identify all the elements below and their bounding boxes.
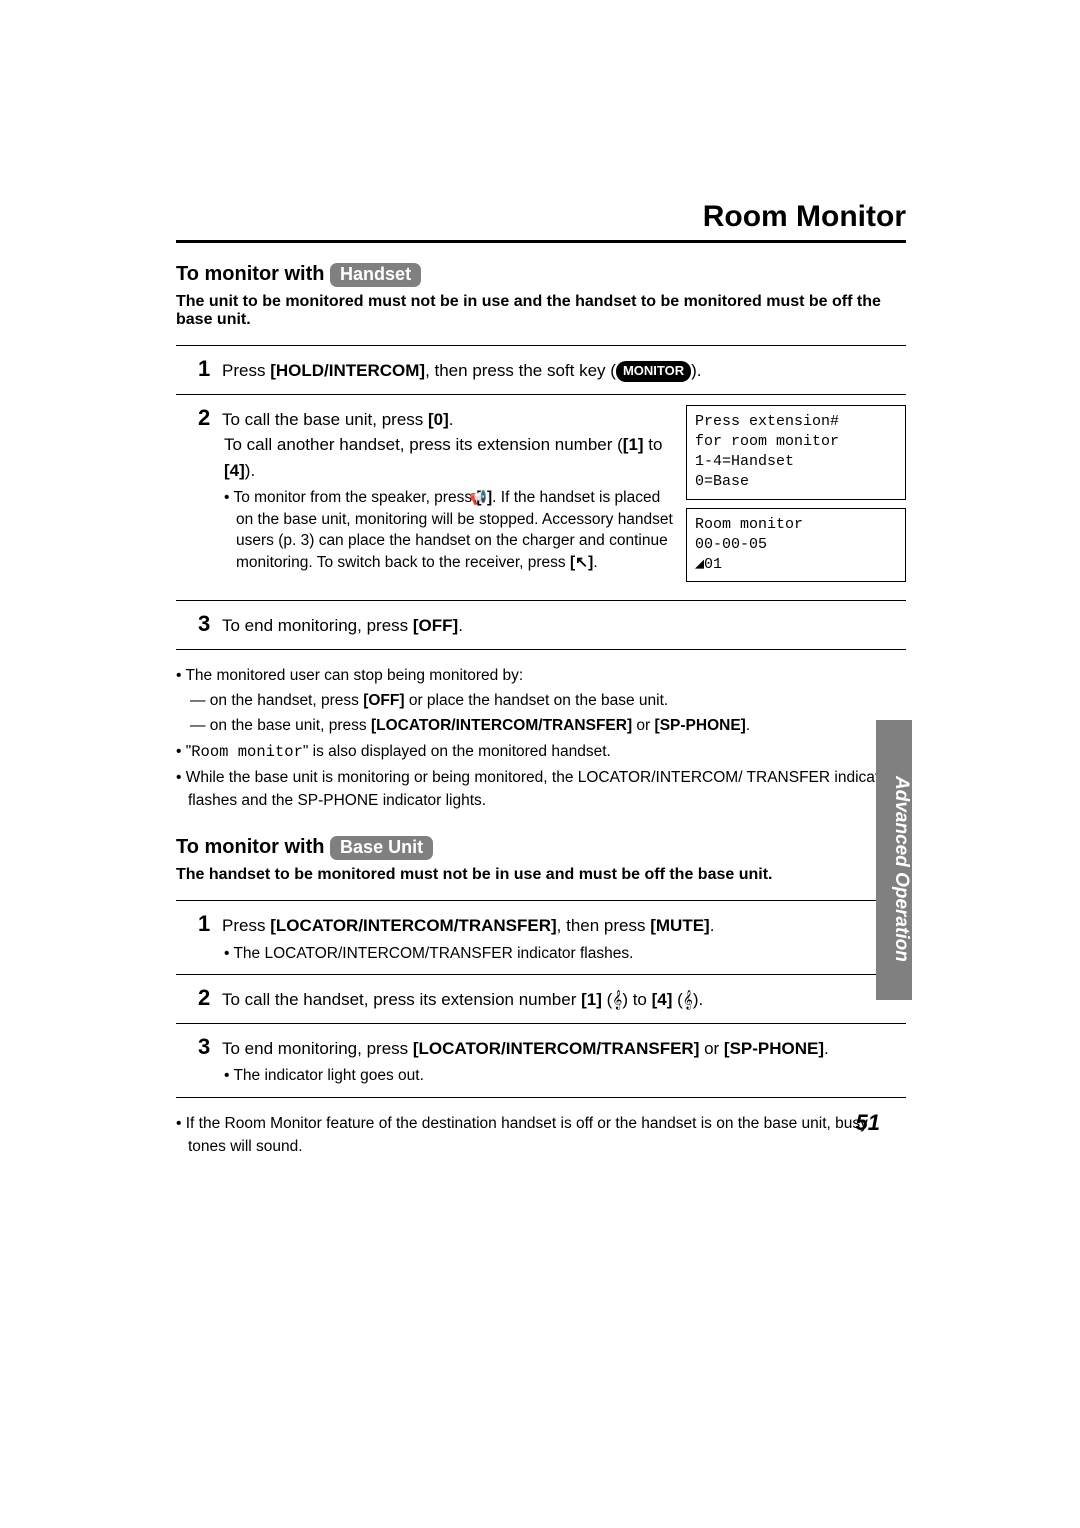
baseunit-step1: 1Press [LOCATOR/INTERCOM/TRANSFER], then… bbox=[176, 900, 906, 975]
step-number: 2 bbox=[198, 405, 222, 431]
baseunit-heading: To monitor with Base Unit bbox=[176, 836, 906, 860]
note-icon: 𝄞 bbox=[683, 990, 693, 1009]
note-item: • The monitored user can stop being moni… bbox=[176, 664, 906, 687]
step-number: 1 bbox=[198, 356, 222, 382]
page-title: Room Monitor bbox=[703, 200, 906, 233]
step-text: To end monitoring, press [LOCATOR/INTERC… bbox=[222, 1039, 829, 1058]
handset-step1: 1Press [HOLD/INTERCOM], then press the s… bbox=[176, 345, 906, 395]
handset-step3: 3To end monitoring, press [OFF]. bbox=[176, 601, 906, 650]
note-item: • While the base unit is monitoring or b… bbox=[176, 766, 906, 813]
step-text: Press [LOCATOR/INTERCOM/TRANSFER], then … bbox=[222, 916, 714, 935]
step-body: To call another handset, press its exten… bbox=[224, 432, 674, 483]
step-number: 2 bbox=[198, 985, 222, 1011]
handset-heading: To monitor with Handset bbox=[176, 263, 906, 287]
title-row: Room Monitor bbox=[176, 200, 906, 243]
step-bullet: • The indicator light goes out. bbox=[224, 1065, 906, 1087]
step-text: To call the base unit, press [0]. bbox=[222, 410, 454, 429]
step-number: 1 bbox=[198, 911, 222, 937]
step-text: To end monitoring, press [OFF]. bbox=[222, 616, 463, 635]
step-text: To call the handset, press its extension… bbox=[222, 990, 703, 1009]
receiver-icon: ↖ bbox=[575, 554, 588, 571]
note-item: • If the Room Monitor feature of the des… bbox=[176, 1112, 906, 1159]
baseunit-notes: • If the Room Monitor feature of the des… bbox=[176, 1112, 906, 1159]
baseunit-badge: Base Unit bbox=[330, 836, 433, 860]
handset-badge: Handset bbox=[330, 263, 421, 287]
baseunit-heading-prefix: To monitor with bbox=[176, 836, 330, 858]
lcd-screen-2: Room monitor 00-00-05 ◢01 bbox=[686, 508, 906, 583]
note-subitem: — on the base unit, press [LOCATOR/INTER… bbox=[176, 714, 906, 737]
step-bullet: • The LOCATOR/INTERCOM/TRANSFER indicato… bbox=[224, 943, 906, 965]
note-icon: 𝄞 bbox=[612, 990, 622, 1009]
monitor-badge: MONITOR bbox=[616, 361, 691, 382]
note-subitem: — on the handset, press [OFF] or place t… bbox=[176, 689, 906, 712]
lcd-screens: Press extension# for room monitor 1-4=Ha… bbox=[686, 405, 906, 591]
side-tab: Advanced Operation bbox=[876, 720, 912, 1000]
step-number: 3 bbox=[198, 1034, 222, 1060]
handset-subtext: The unit to be monitored must not be in … bbox=[176, 293, 906, 329]
baseunit-step2: 2To call the handset, press its extensio… bbox=[176, 975, 906, 1024]
note-item: • "Room monitor" is also displayed on th… bbox=[176, 740, 906, 764]
step-text: Press [HOLD/INTERCOM], then press the so… bbox=[222, 361, 701, 380]
page-content: Room Monitor To monitor with Handset The… bbox=[176, 200, 906, 1183]
page-number: 51 bbox=[856, 1110, 880, 1136]
step-bullet: • To monitor from the speaker, press [📢]… bbox=[224, 487, 674, 574]
handset-heading-prefix: To monitor with bbox=[176, 263, 330, 285]
handset-notes: • The monitored user can stop being moni… bbox=[176, 664, 906, 813]
baseunit-subtext: The handset to be monitored must not be … bbox=[176, 866, 906, 884]
handset-step2: 2To call the base unit, press [0]. To ca… bbox=[176, 395, 906, 602]
lcd-screen-1: Press extension# for room monitor 1-4=Ha… bbox=[686, 405, 906, 500]
step-number: 3 bbox=[198, 611, 222, 637]
baseunit-step3: 3To end monitoring, press [LOCATOR/INTER… bbox=[176, 1024, 906, 1098]
